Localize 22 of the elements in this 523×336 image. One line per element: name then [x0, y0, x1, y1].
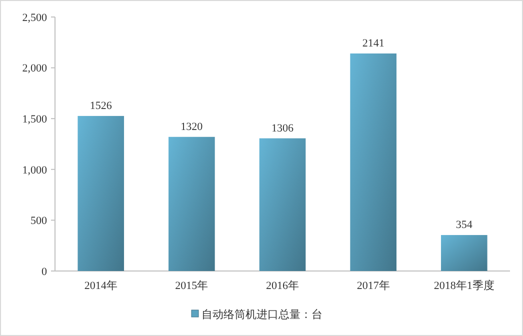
bar [259, 138, 306, 271]
data-label: 1306 [272, 122, 294, 134]
data-label: 2141 [362, 37, 384, 50]
legend-label: 自动络筒机进口总量：台 [202, 308, 322, 321]
data-label: 1526 [90, 100, 112, 112]
y-tick-label: 2,000 [22, 62, 48, 75]
bar [440, 235, 488, 271]
bar [168, 136, 215, 271]
x-tick-label: 2014年 [84, 280, 118, 292]
y-tick-label: 1,500 [22, 113, 48, 126]
y-tick-label: 1,000 [22, 164, 48, 176]
x-tick-label: 2016年 [266, 280, 299, 292]
x-tick-label: 2018年1季度 [434, 279, 494, 292]
y-tick-label: 2,500 [22, 12, 48, 24]
y-tick-label: 500 [30, 215, 48, 228]
data-label: 1320 [180, 120, 204, 133]
x-tick-label: 2015年 [175, 280, 208, 292]
x-tick-label: 2017年 [356, 280, 390, 292]
data-label: 354 [456, 219, 473, 232]
bar [78, 116, 124, 271]
y-tick-label: 0 [42, 266, 48, 278]
bar [350, 53, 396, 271]
